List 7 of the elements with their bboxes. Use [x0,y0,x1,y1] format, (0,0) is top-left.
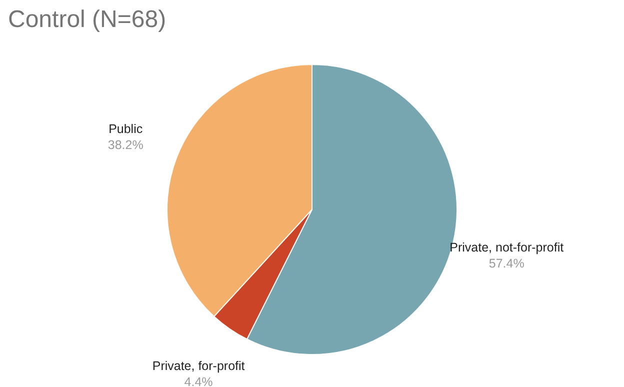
slice-label: Private, not-for-profit [450,240,564,255]
slice-label: Public [108,122,143,136]
data-label: 38.2% [108,138,144,152]
data-label: 57.4% [488,256,524,271]
chart-title: Control (N=68) [8,6,166,33]
data-label: 4.4% [184,375,213,387]
slice-label: Private, for-profit [152,359,246,374]
